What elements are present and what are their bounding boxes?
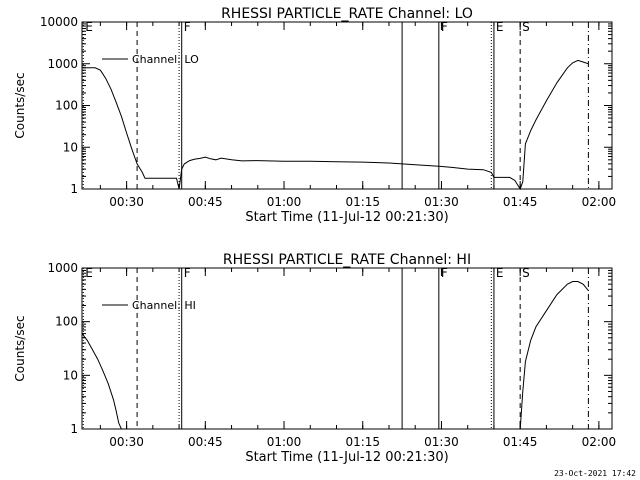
x-tick-label: 01:00 (267, 195, 302, 209)
x-tick-label: 01:30 (424, 195, 459, 209)
event-marker-label: E (85, 266, 93, 280)
y-axis-label: Counts/sec (13, 315, 27, 381)
x-tick-label: 00:30 (109, 435, 144, 449)
y-tick-label: 1 (70, 422, 78, 436)
event-marker-label: E (496, 20, 504, 34)
x-tick-label: 01:15 (345, 195, 380, 209)
x-axis-label: Start Time (11-Jul-12 00:21:30) (245, 210, 448, 225)
y-tick-label: 10 (63, 140, 78, 154)
x-tick-label: 00:45 (188, 195, 223, 209)
plot-timestamp: 23-Oct-2021 17:42 (554, 469, 636, 478)
y-tick-label: 100 (55, 315, 78, 329)
y-tick-label: 1 (70, 182, 78, 196)
event-marker-label: S (522, 20, 530, 34)
x-tick-label: 00:30 (109, 195, 144, 209)
y-tick-label: 1000 (47, 57, 78, 71)
chart-panel-1: RHESSI PARTICLE_RATE Channel: HI 1 10 100 10… (13, 252, 616, 465)
chart-panel-0: RHESSI PARTICLE_RATE Channel: LO 1 10 100 10… (13, 6, 616, 225)
x-tick-label: 01:15 (345, 435, 380, 449)
x-tick-label: 00:45 (188, 435, 223, 449)
y-tick-label: 1000 (47, 261, 78, 275)
y-tick-label: 10 (63, 368, 78, 382)
event-marker-label: F (184, 266, 191, 280)
legend-label: Channel: HI (132, 299, 196, 312)
y-tick-label: 10000 (40, 15, 78, 29)
chart-title: RHESSI PARTICLE_RATE Channel: HI (223, 252, 471, 268)
event-marker-label: F (184, 20, 191, 34)
y-axis-label: Counts/sec (13, 72, 27, 138)
x-tick-label: 01:45 (503, 195, 538, 209)
data-series-line (82, 59, 589, 191)
x-tick-label: 02:00 (582, 195, 617, 209)
event-marker-label: E (496, 266, 504, 280)
x-tick-label: 02:00 (582, 435, 617, 449)
plot-frame (81, 21, 613, 190)
x-axis-label: Start Time (11-Jul-12 00:21:30) (245, 450, 448, 465)
plot-frame (81, 267, 613, 430)
y-tick-label: 100 (55, 99, 78, 113)
event-marker-label: F (441, 266, 448, 280)
event-marker-label: E (85, 20, 93, 34)
event-marker-label: F (441, 20, 448, 34)
x-tick-label: 01:00 (267, 435, 302, 449)
data-series-line (81, 333, 122, 430)
x-tick-label: 01:45 (503, 435, 538, 449)
data-series-line (519, 281, 589, 430)
legend-label: Channel: LO (132, 53, 199, 66)
event-marker-label: S (522, 266, 530, 280)
x-tick-label: 01:30 (424, 435, 459, 449)
chart-title: RHESSI PARTICLE_RATE Channel: LO (221, 6, 473, 22)
